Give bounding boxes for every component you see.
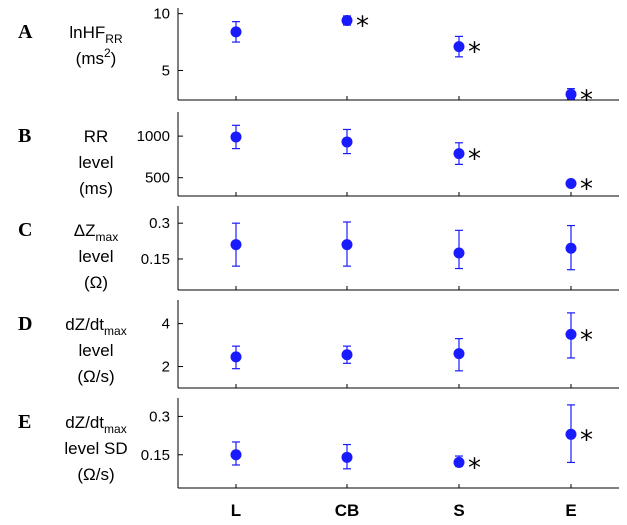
data-point	[565, 242, 577, 254]
y-tick-label: 0.15	[141, 447, 170, 464]
data-point	[230, 351, 242, 363]
data-point	[453, 456, 465, 468]
y-axis-label-line: lnHFRR	[69, 23, 123, 46]
data-point	[341, 239, 353, 251]
significance-star: *	[580, 425, 593, 455]
data-point	[565, 178, 577, 190]
y-axis-label-line: ΔZmax	[74, 221, 118, 244]
y-axis-label-line: (ms2)	[76, 46, 117, 68]
y-tick-label: 4	[162, 316, 170, 333]
y-axis-label-line: (ms)	[79, 179, 113, 198]
y-axis-label-line: level	[79, 247, 114, 266]
data-point	[565, 428, 577, 440]
data-point	[230, 239, 242, 251]
x-category-label: CB	[335, 501, 360, 520]
x-category-label: S	[453, 501, 464, 520]
y-tick-label: 10	[153, 6, 170, 23]
y-tick-label: 0.3	[149, 215, 170, 232]
significance-star: *	[468, 453, 481, 483]
y-axis-label-line: level	[79, 341, 114, 360]
significance-star: *	[356, 11, 369, 41]
data-point	[341, 136, 353, 148]
data-point	[230, 26, 242, 38]
data-point	[230, 449, 242, 461]
data-point	[341, 451, 353, 463]
y-tick-label: 500	[145, 170, 170, 187]
x-category-label: E	[565, 501, 576, 520]
panel-letter: A	[18, 21, 33, 43]
y-axis-label-line: RR	[84, 127, 109, 146]
data-point	[565, 328, 577, 340]
y-axis-label-line: level SD	[64, 439, 127, 458]
x-category-label: L	[231, 501, 241, 520]
y-tick-label: 5	[162, 62, 170, 79]
data-point	[565, 88, 577, 100]
data-point	[453, 41, 465, 53]
y-tick-label: 0.15	[141, 251, 170, 268]
y-axis-label-line: level	[79, 153, 114, 172]
panel-letter: E	[18, 411, 31, 433]
data-point	[453, 247, 465, 259]
data-point	[341, 14, 353, 26]
y-axis-label-line: dZ/dtmax	[65, 315, 126, 338]
y-axis-label-line: (Ω)	[84, 273, 108, 292]
data-point	[453, 148, 465, 160]
significance-star: *	[580, 175, 593, 205]
y-tick-label: 0.3	[149, 408, 170, 425]
y-axis-label-line: (Ω/s)	[77, 465, 114, 484]
y-tick-label: 1000	[137, 128, 170, 145]
panel-letter: D	[18, 313, 32, 335]
data-point	[453, 348, 465, 360]
panel-letter: C	[18, 219, 32, 241]
panel-letter: B	[18, 125, 31, 147]
significance-star: *	[580, 85, 593, 115]
significance-star: *	[468, 38, 481, 68]
significance-star: *	[468, 145, 481, 175]
significance-star: *	[580, 325, 593, 355]
y-tick-label: 2	[162, 359, 170, 376]
data-point	[230, 131, 242, 143]
data-point	[341, 349, 353, 361]
y-axis-label-line: dZ/dtmax	[65, 413, 126, 436]
y-axis-label-line: (Ω/s)	[77, 367, 114, 386]
